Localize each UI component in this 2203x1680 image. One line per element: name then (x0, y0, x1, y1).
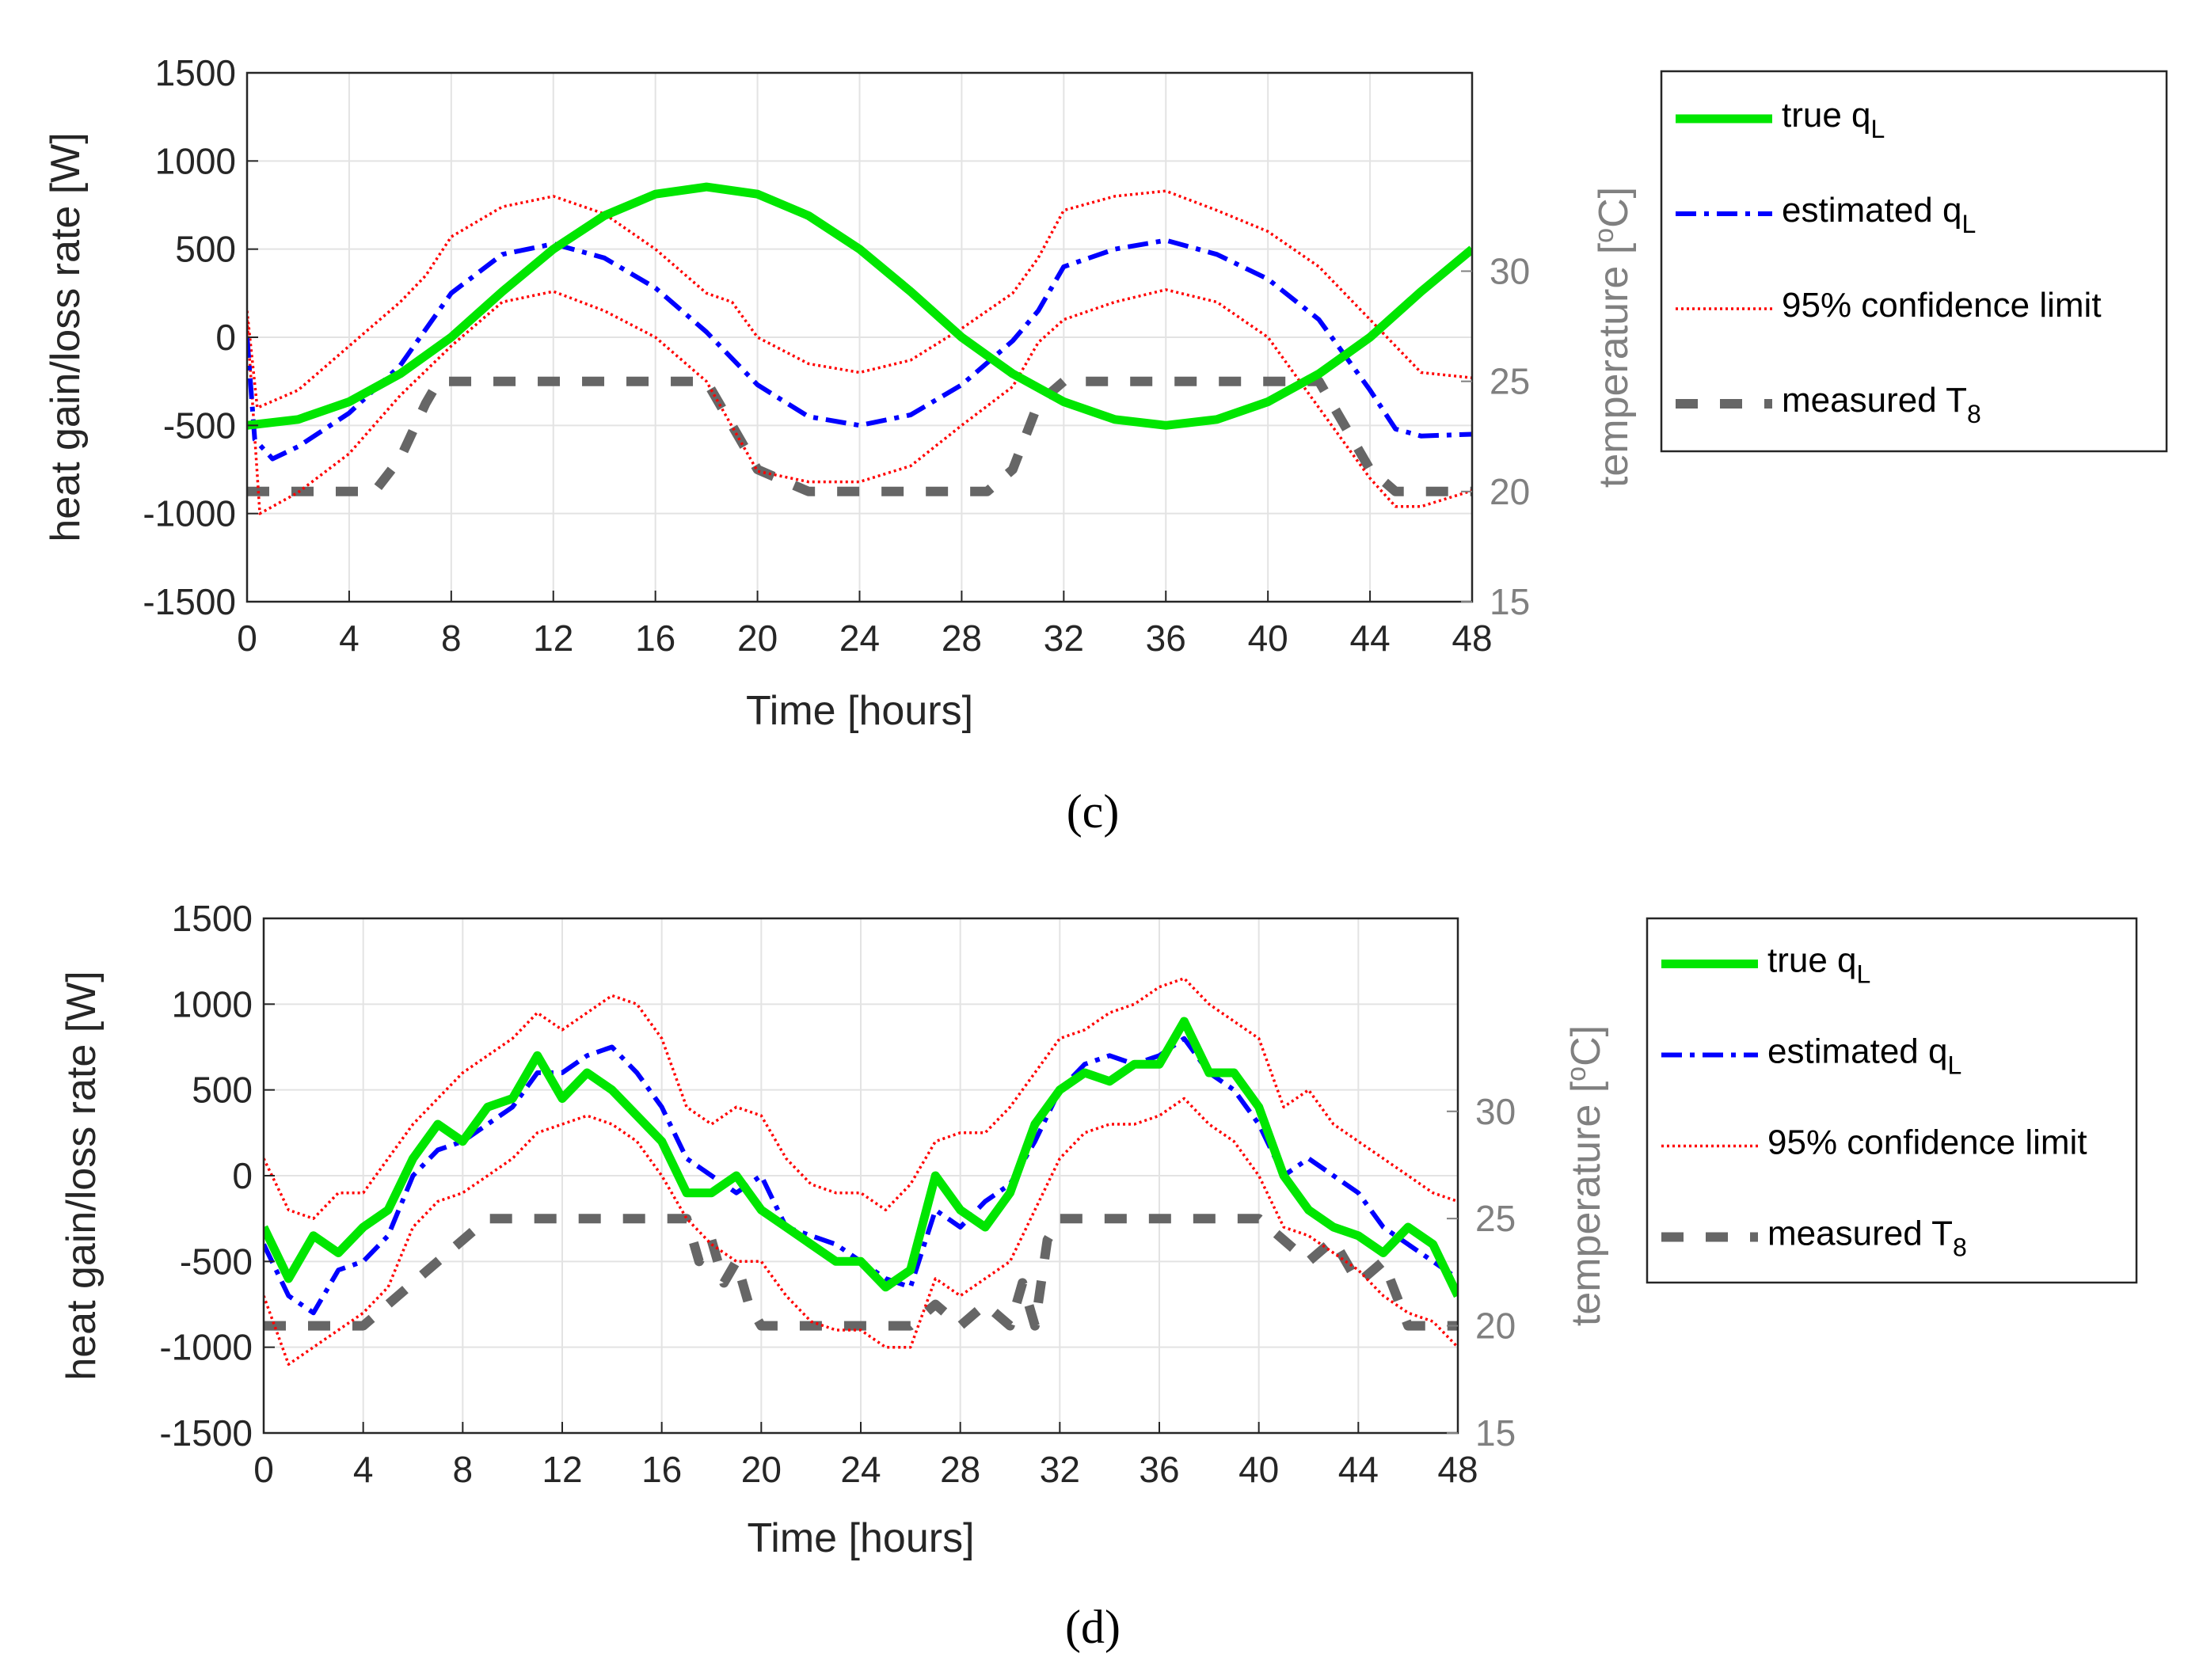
y2-tick-label: 15 (1490, 581, 1530, 622)
series-group (264, 977, 1458, 1366)
x-axis-label: Time [hours] (746, 688, 973, 734)
legend-label-main: true q (1782, 96, 1871, 135)
y-tick-label: -1500 (159, 1412, 253, 1454)
x-tick-label: 16 (635, 618, 675, 659)
legend-label-main: 95% confidence limit (1767, 1123, 2087, 1162)
legend-label-3: 95% confidence limit (1782, 286, 2102, 325)
x-tick-label: 44 (1349, 618, 1390, 659)
y2-tick-label: 30 (1490, 251, 1530, 292)
y2-label-tail: C] (1563, 1025, 1609, 1066)
x-tick-label: 12 (533, 618, 573, 659)
series-upper-confidence-limit (247, 189, 1472, 409)
chart-panel-c: 0 4 8 12 16 20 24 28 32 36 40 44 48150010005000-500-… (43, 52, 2168, 838)
legend-label-2: estimated qL (1782, 191, 1976, 238)
x-tick-label: 44 (1338, 1449, 1379, 1490)
series-lower-confidence-limit (264, 1097, 1458, 1366)
panel-label: (d) (1065, 1601, 1121, 1653)
y2-tick-label: 20 (1490, 471, 1530, 512)
y-tick-label: 1000 (155, 140, 236, 181)
panel-label: (c) (1067, 785, 1120, 838)
y-axis-label: heat gain/loss rate [W] (43, 132, 89, 542)
legend-label-main: measured T (1782, 381, 1967, 420)
legend-label-subscript: L (1871, 115, 1885, 143)
legend-label-subscript: 8 (1967, 400, 1981, 428)
y-tick-label: 0 (232, 1155, 253, 1196)
y-tick-label: -500 (180, 1241, 253, 1282)
y-tick-label: -1000 (143, 493, 236, 534)
chart-panel-d: 0 4 8 12 16 20 24 28 32 36 40 44 48150010005000-500-… (59, 898, 2138, 1653)
legend-label-1: true qL (1782, 96, 1885, 143)
x-tick-label: 48 (1437, 1449, 1478, 1490)
series-group (247, 182, 1472, 515)
legend-label-4: measured T8 (1767, 1214, 1967, 1262)
y-tick-label: -1500 (143, 581, 236, 622)
x-tick-label: 36 (1146, 618, 1186, 659)
y-tick-label: 1000 (172, 983, 253, 1024)
x-tick-label: 20 (741, 1449, 782, 1490)
y2-label-superscript: o (1589, 228, 1619, 243)
y2-tick-label: 15 (1475, 1412, 1516, 1454)
x-tick-label: 40 (1238, 1449, 1279, 1490)
x-tick-label: 4 (339, 618, 360, 659)
y2-label-tail: C] (1591, 187, 1637, 228)
legend-label-3: 95% confidence limit (1767, 1123, 2087, 1162)
y2-tick-label: 25 (1490, 361, 1530, 402)
series-true-ql (264, 1017, 1458, 1298)
x-tick-label: 28 (940, 1449, 980, 1490)
y-tick-label: 0 (215, 317, 236, 358)
series-true-ql (247, 182, 1472, 430)
x-tick-label: 16 (641, 1449, 682, 1490)
legend-label-1: true qL (1767, 941, 1870, 989)
series-measured-t8 (247, 376, 1472, 496)
legend-label-main: true q (1767, 941, 1857, 980)
legend-label-main: 95% confidence limit (1782, 286, 2102, 325)
y2-tick-label: 30 (1475, 1091, 1516, 1132)
y-tick-label: -1000 (159, 1327, 253, 1368)
legend-label-main: estimated q (1767, 1032, 1947, 1071)
y2-label-main: temperature [ (1563, 1081, 1609, 1326)
y2-tick-label: 20 (1475, 1306, 1516, 1347)
x-tick-label: 4 (353, 1449, 374, 1490)
legend-label-main: estimated q (1782, 191, 1961, 230)
legend-box (1660, 70, 2168, 453)
y2-tick-label: 25 (1475, 1198, 1516, 1239)
x-tick-label: 8 (441, 618, 462, 659)
x-tick-label: 24 (839, 618, 880, 659)
y-tick-label: 1500 (172, 898, 253, 939)
x-tick-label: 28 (942, 618, 982, 659)
y2-label-superscript: o (1562, 1066, 1592, 1081)
x-tick-label: 36 (1139, 1449, 1179, 1490)
y-tick-label: -500 (163, 405, 236, 446)
legend-box (1646, 917, 2138, 1284)
legend-label-subscript: 8 (1953, 1233, 1967, 1262)
legend-label-subscript: L (1961, 210, 1976, 238)
legend-label-main: measured T (1767, 1214, 1953, 1253)
y-tick-label: 1500 (155, 52, 236, 93)
x-tick-label: 48 (1452, 618, 1492, 659)
y-axis-label: heat gain/loss rate [W] (59, 971, 105, 1380)
x-tick-label: 40 (1248, 618, 1288, 659)
y2-label-main: temperature [ (1591, 242, 1637, 488)
series-upper-confidence-limit (264, 977, 1458, 1220)
x-tick-label: 32 (1040, 1449, 1080, 1490)
y2-axis-label: temperature [oC] (1562, 1025, 1609, 1326)
x-tick-label: 24 (840, 1449, 881, 1490)
y-tick-label: 500 (175, 229, 236, 270)
y-tick-label: 500 (192, 1070, 253, 1111)
x-tick-label: 0 (237, 618, 257, 659)
legend-label-4: measured T8 (1782, 381, 1981, 428)
x-tick-label: 0 (253, 1449, 274, 1490)
y2-axis-label: temperature [oC] (1589, 187, 1637, 488)
legend-label-2: estimated qL (1767, 1032, 1961, 1080)
x-tick-label: 20 (737, 618, 778, 659)
x-axis-label: Time [hours] (747, 1515, 974, 1561)
x-tick-label: 12 (542, 1449, 582, 1490)
legend-label-subscript: L (1947, 1051, 1961, 1080)
legend-label-subscript: L (1857, 960, 1871, 989)
x-tick-label: 8 (453, 1449, 474, 1490)
x-tick-label: 32 (1044, 618, 1084, 659)
